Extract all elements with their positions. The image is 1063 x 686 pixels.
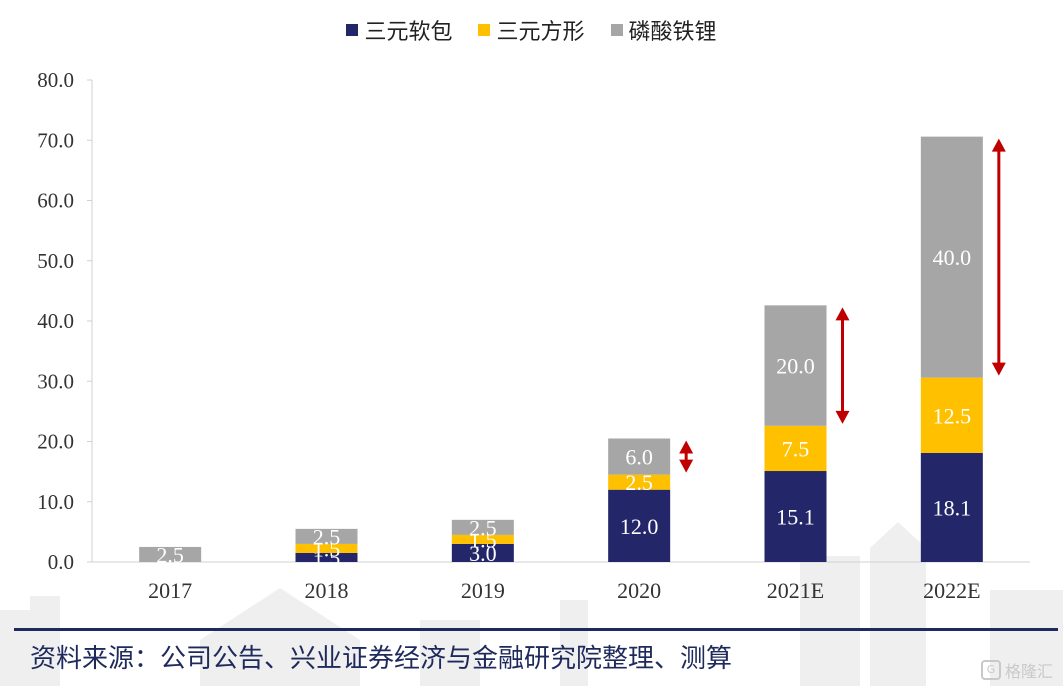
x-tick-label: 2022E xyxy=(923,578,980,603)
bar-segment xyxy=(608,474,671,490)
bar-segment xyxy=(608,438,671,475)
bar-segment xyxy=(295,543,358,553)
y-tick-label: 0.0 xyxy=(48,550,74,574)
watermark-text: 格隆汇 xyxy=(1004,662,1053,681)
x-tick-label: 2018 xyxy=(305,578,349,603)
bar-segment xyxy=(451,543,514,562)
legend-item-lfp: 磷酸铁锂 xyxy=(610,14,717,46)
x-tick-label: 2020 xyxy=(617,578,661,603)
annotation-arrow-head-down xyxy=(835,410,850,424)
data-label: 12.5 xyxy=(933,403,972,428)
source-note: 资料来源：公司公告、兴业证券经济与金融研究院整理、测算 xyxy=(30,644,733,674)
legend-item-ternary-prismatic: 三元方形 xyxy=(478,14,585,46)
x-tick-label: 2021E xyxy=(767,578,824,603)
bar-segment xyxy=(295,528,358,544)
x-tick-label: 2017 xyxy=(148,578,192,603)
y-tick-label: 40.0 xyxy=(37,309,74,333)
y-tick-label: 30.0 xyxy=(37,369,74,393)
data-label: 2.5 xyxy=(313,524,341,549)
legend-label-ternary-pouch: 三元软包 xyxy=(364,20,453,45)
bar-segment xyxy=(764,305,827,426)
annotation-arrow-head-up xyxy=(835,307,850,321)
bar-segment xyxy=(451,534,514,544)
data-label: 6.0 xyxy=(625,445,653,470)
data-label: 2.5 xyxy=(469,515,497,540)
source-divider xyxy=(14,628,1058,631)
bar-segment xyxy=(764,471,827,562)
bar-segment xyxy=(451,519,514,535)
data-label: 7.5 xyxy=(782,436,810,461)
watermark-logo-icon: G xyxy=(980,660,1001,680)
data-label: 20.0 xyxy=(776,354,815,379)
stacked-bar-chart: 0.0 10.0 20.0 30.0 40.0 50.0 60.0 70.0 80.0 2.5 20… xyxy=(37,68,1030,603)
annotation-arrow-head-down xyxy=(679,459,694,473)
y-tick-label: 10.0 xyxy=(37,490,74,514)
y-tick-label: 70.0 xyxy=(37,128,74,152)
bar-segment xyxy=(764,425,827,472)
bar-segment xyxy=(608,489,671,562)
legend-item-ternary-pouch: 三元软包 xyxy=(346,14,452,46)
bar-segment xyxy=(920,377,983,453)
y-tick-label: 80.0 xyxy=(37,68,74,92)
data-label: 2.5 xyxy=(156,542,184,567)
data-label: 18.1 xyxy=(933,495,972,520)
bar-segment xyxy=(295,552,358,562)
data-label: 3.0 xyxy=(469,541,497,566)
chart-legend: 三元软包 三元方形 磷酸铁锂 xyxy=(0,14,1063,46)
bar-segment xyxy=(139,546,202,562)
data-label: 40.0 xyxy=(933,245,972,270)
bar-segment xyxy=(920,136,983,378)
legend-label-lfp: 磷酸铁锂 xyxy=(628,20,717,45)
y-tick-label: 50.0 xyxy=(37,249,74,273)
data-label: 12.0 xyxy=(620,514,659,539)
watermark: G 格隆汇 xyxy=(980,658,1053,682)
annotation-arrow-head-up xyxy=(991,138,1006,152)
legend-swatch-ternary-prismatic xyxy=(478,24,491,36)
x-tick-label: 2019 xyxy=(461,578,505,603)
y-tick-label: 20.0 xyxy=(37,430,74,454)
bar-segment xyxy=(920,452,983,562)
legend-swatch-ternary-pouch xyxy=(346,24,359,36)
legend-swatch-lfp xyxy=(610,24,623,36)
annotation-arrow-head-up xyxy=(679,440,694,454)
legend-label-ternary-prismatic: 三元方形 xyxy=(496,20,585,45)
annotation-arrow-head-down xyxy=(991,362,1006,376)
y-tick-label: 60.0 xyxy=(37,189,74,213)
data-label: 15.1 xyxy=(776,505,815,530)
